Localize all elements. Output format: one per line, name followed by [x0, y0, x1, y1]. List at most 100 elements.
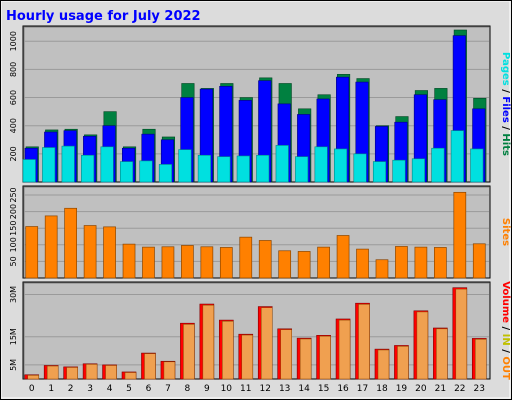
bar-pages: [158, 164, 173, 183]
bar-out: [66, 367, 78, 380]
legend-entry-pages: Pages: [500, 52, 511, 86]
bar-out: [222, 320, 234, 380]
bar-out: [436, 328, 448, 380]
plot-area-volume: [22, 281, 491, 380]
bar-out: [377, 349, 390, 380]
bar-out: [27, 375, 39, 380]
x-tick-label: 2: [68, 384, 74, 394]
y-tick-label: 200: [9, 204, 18, 219]
legend-entry-sites: Sites: [500, 218, 511, 246]
bar-pages: [295, 156, 309, 183]
x-tick-label: 10: [221, 384, 233, 394]
legend-entry-out: OUT: [500, 356, 511, 380]
plot-area-sites: [22, 185, 491, 279]
y-tick-label: 150: [9, 221, 18, 236]
y-tick-label: 200: [9, 146, 18, 161]
x-tick-label: 16: [337, 384, 349, 394]
bar-sites: [200, 246, 214, 279]
x-tick-label: 0: [29, 384, 35, 394]
y-tick-label: 50: [9, 256, 18, 266]
y-tick-label: 800: [9, 62, 18, 77]
x-tick-label: 17: [357, 384, 368, 394]
bar-pages: [119, 161, 134, 183]
bar-sites: [122, 243, 136, 279]
legend-entry-slash2: /: [500, 346, 511, 357]
y-tick-label: 100: [9, 237, 18, 252]
x-tick-label: 7: [165, 384, 171, 394]
bar-pages: [42, 147, 56, 183]
y-tick-label: 30M: [9, 286, 18, 303]
bar-pages: [372, 161, 387, 183]
bar-pages: [236, 155, 250, 183]
bar-sites: [258, 240, 272, 279]
bar-pages: [81, 154, 95, 183]
bar-pages: [470, 148, 484, 183]
x-tick-label: 13: [279, 384, 290, 394]
bar-out: [280, 329, 292, 380]
bar-pages: [197, 154, 211, 183]
bar-out: [124, 372, 137, 380]
x-tick-label: 11: [240, 384, 251, 394]
bar-sites: [414, 246, 428, 279]
x-tick-label: 4: [107, 384, 113, 394]
x-tick-label: 19: [396, 384, 408, 394]
x-tick-label: 9: [204, 384, 210, 394]
y-tick-label: 15M: [9, 328, 18, 345]
bar-out: [85, 364, 98, 380]
bar-pages: [431, 147, 445, 183]
x-tick-label: 8: [185, 384, 191, 394]
bar-pages: [256, 154, 270, 183]
x-tick-label: 22: [454, 384, 465, 394]
bar-out: [319, 335, 331, 380]
bar-out: [183, 324, 195, 380]
bar-out: [455, 288, 468, 380]
x-tick-label: 12: [260, 384, 271, 394]
bar-sites: [356, 248, 369, 279]
x-tick-label: 1: [48, 384, 54, 394]
bar-pages: [450, 130, 464, 183]
bar-out: [358, 304, 370, 380]
bar-out: [299, 338, 312, 380]
bar-pages: [411, 158, 425, 183]
legend-entry-volume: Volume: [500, 281, 511, 323]
bar-out: [163, 361, 176, 380]
x-tick-label: 15: [318, 384, 329, 394]
y-tick-label: 600: [9, 90, 18, 105]
bar-sites: [453, 191, 467, 279]
bar-out: [105, 365, 117, 380]
bar-out: [416, 311, 429, 380]
bar-pages: [61, 145, 75, 183]
bar-sites: [219, 247, 233, 279]
bar-sites: [25, 226, 39, 279]
legend-entry-in: IN: [500, 334, 511, 346]
bar-pages: [178, 149, 192, 183]
bar-sites: [317, 246, 330, 279]
legend-entry-slash2: /: [500, 123, 511, 134]
bar-pages: [100, 146, 114, 183]
bar-sites: [278, 250, 292, 279]
bar-sites: [44, 215, 58, 279]
bar-pages: [217, 156, 231, 183]
bar-out: [202, 304, 215, 380]
x-tick-label: 5: [126, 384, 132, 394]
legend-hits-files-pages: Pages / Files / Hits: [500, 52, 511, 156]
y-tick-label: 5M: [9, 359, 18, 371]
x-tick-label: 18: [376, 384, 388, 394]
bar-pages: [314, 146, 328, 183]
bar-pages: [22, 159, 36, 183]
bar-sites: [142, 246, 155, 279]
x-tick-label: 21: [435, 384, 446, 394]
x-tick-label: 6: [146, 384, 152, 394]
x-tick-label: 23: [474, 384, 485, 394]
bar-out: [338, 319, 351, 380]
legend-entry-files: Files: [500, 96, 511, 122]
y-tick-label: 1000: [9, 31, 18, 51]
legend-entry-hits: Hits: [500, 133, 511, 156]
bar-sites: [395, 246, 408, 279]
bar-pages: [334, 148, 348, 183]
y-tick-label: 400: [9, 118, 18, 133]
bar-sites: [375, 259, 389, 279]
